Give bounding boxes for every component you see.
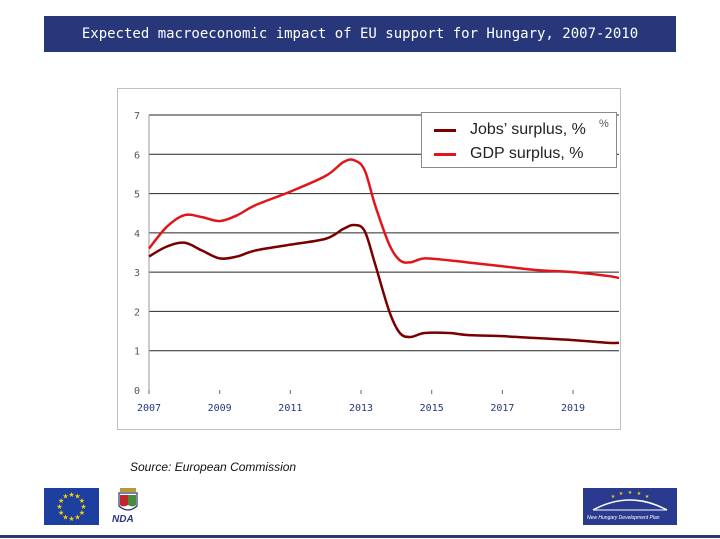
x-tick-label: 2015 <box>420 403 444 414</box>
svg-text:★: ★ <box>58 509 64 517</box>
svg-text:★: ★ <box>645 494 650 500</box>
svg-text:★: ★ <box>611 494 616 500</box>
legend-item-gdp: GDP surplus, % <box>434 145 584 163</box>
svg-text:★: ★ <box>68 491 74 499</box>
y-tick-label: 0 <box>134 386 140 397</box>
x-tick-label: 2009 <box>208 403 232 414</box>
x-tick-label: 2017 <box>490 403 514 414</box>
slide-title: Expected macroeconomic impact of EU supp… <box>44 16 676 52</box>
svg-text:★: ★ <box>68 515 74 523</box>
y-tick-label: 7 <box>134 111 140 122</box>
hungarian-coat-of-arms-icon <box>118 488 138 511</box>
svg-text:★: ★ <box>58 497 64 505</box>
svg-text:★: ★ <box>628 490 633 496</box>
legend-label-jobs: Jobs’ surplus, % <box>470 121 586 138</box>
series-line-gdp <box>148 158 620 280</box>
series-line-jobs <box>148 223 620 345</box>
legend-stray-percent: % <box>599 118 609 130</box>
footer-rule <box>0 535 720 538</box>
new-hungary-development-plan-logo: ★ ★ ★ ★ ★ New Hungary Development Plan <box>583 488 677 525</box>
eu-stars-icon: ★ ★★ ★★★ ★★★ ★★★ <box>56 491 86 523</box>
x-tick-label: 2013 <box>349 403 373 414</box>
legend-item-jobs: Jobs’ surplus, % <box>434 121 586 139</box>
source-note: Source: European Commission <box>130 460 297 474</box>
y-tick-label: 6 <box>134 150 140 161</box>
nhdp-logo-text: New Hungary Development Plan <box>587 515 660 521</box>
y-tick-label: 2 <box>134 307 140 318</box>
legend-label-gdp: GDP surplus, % <box>470 145 584 162</box>
y-tick-label: 4 <box>134 229 140 240</box>
svg-text:★: ★ <box>79 497 85 505</box>
legend-swatch-gdp <box>434 152 456 156</box>
svg-text:★: ★ <box>79 509 85 517</box>
eu-flag-logo: ★ ★ ★ ★ ★ ★ ★ ★ ★ ★ ★ ★ <box>44 488 99 525</box>
y-tick-label: 5 <box>134 190 140 201</box>
legend-swatch-jobs <box>434 128 456 132</box>
x-tick-label: 2019 <box>561 403 585 414</box>
svg-text:★: ★ <box>74 513 80 521</box>
x-tick-label: 2011 <box>278 403 302 414</box>
y-tick-label: 3 <box>134 268 140 279</box>
svg-text:★: ★ <box>619 491 624 497</box>
nda-logo-text: NDA <box>112 514 134 525</box>
svg-text:★: ★ <box>74 493 80 501</box>
y-tick-label: 1 <box>134 347 140 358</box>
svg-text:★: ★ <box>62 513 68 521</box>
svg-text:★: ★ <box>56 503 62 511</box>
legend: Jobs’ surplus, % GDP surplus, % % <box>421 112 617 168</box>
bridge-icon: ★ ★ ★ ★ ★ <box>592 490 668 511</box>
svg-text:★: ★ <box>80 503 86 511</box>
x-tick-label: 2007 <box>137 403 161 414</box>
svg-text:★: ★ <box>62 493 68 501</box>
svg-text:★: ★ <box>637 491 642 497</box>
